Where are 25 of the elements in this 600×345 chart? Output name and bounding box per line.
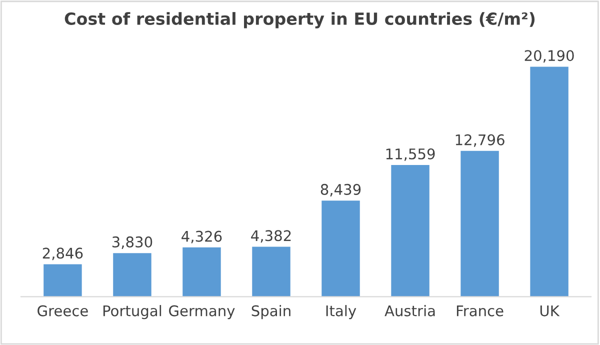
- data-label: 8,439: [320, 184, 361, 196]
- bar: [391, 165, 430, 297]
- data-label: 2,846: [42, 248, 83, 260]
- data-label: 11,559: [386, 148, 435, 161]
- bar: [182, 247, 221, 297]
- bar: [252, 246, 290, 297]
- x-tick-label: Italy: [326, 305, 356, 320]
- x-tick-label: Austria: [384, 305, 435, 316]
- bar: [44, 264, 82, 297]
- chart-title: Cost of residential property in EU countries (€/m²): [64, 12, 535, 28]
- x-tick-label: UK: [540, 305, 560, 316]
- x-tick-label: Germany: [169, 305, 235, 320]
- bar: [460, 150, 499, 297]
- x-tick-label: Greece: [38, 305, 88, 316]
- x-tick-label: Spain: [252, 305, 290, 320]
- bar: [322, 200, 360, 297]
- x-tick-label: France: [456, 305, 504, 316]
- bar: [113, 253, 152, 297]
- data-label: 12,796: [456, 134, 504, 147]
- x-tick-label: Portugal: [103, 305, 162, 320]
- data-label: 3,830: [112, 236, 152, 249]
- data-label: 4,382: [251, 230, 291, 243]
- bar: [530, 66, 568, 297]
- data-label: 4,326: [182, 230, 222, 244]
- data-label: 20,190: [524, 50, 574, 63]
